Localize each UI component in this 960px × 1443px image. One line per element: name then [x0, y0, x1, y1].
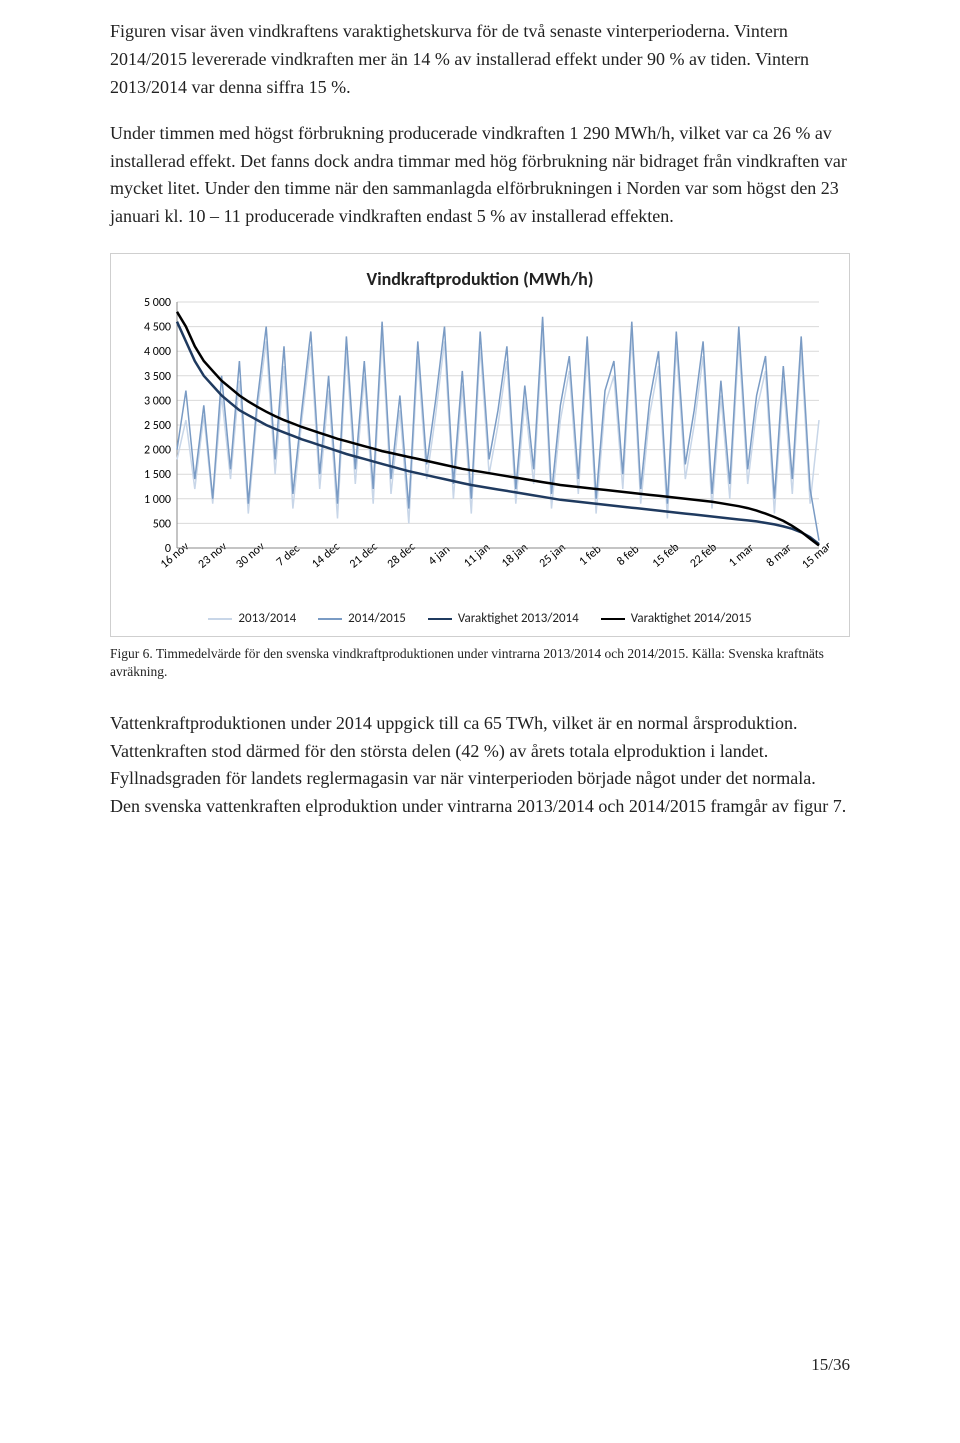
legend-item: 2013/2014: [208, 611, 296, 626]
figure-6-chart: Vindkraftproduktion (MWh/h) 05001 0001 5…: [110, 253, 850, 637]
svg-text:1 feb: 1 feb: [577, 543, 605, 569]
legend-item: Varaktighet 2014/2015: [601, 611, 752, 626]
svg-text:15 mar: 15 mar: [799, 540, 829, 573]
svg-text:3 500: 3 500: [144, 370, 171, 384]
paragraph-1: Figuren visar även vindkraftens varaktig…: [110, 18, 850, 102]
svg-text:2 000: 2 000: [144, 444, 171, 458]
svg-text:1 000: 1 000: [144, 493, 171, 507]
svg-text:22 feb: 22 feb: [688, 541, 720, 571]
svg-text:21 dec: 21 dec: [347, 540, 381, 571]
legend-item: 2014/2015: [318, 611, 406, 626]
legend-swatch: [318, 618, 342, 620]
svg-text:1 mar: 1 mar: [726, 541, 757, 570]
chart-title: Vindkraftproduktion (MWh/h): [129, 268, 831, 290]
svg-text:15 feb: 15 feb: [650, 541, 682, 571]
legend-swatch: [208, 618, 232, 620]
document-page: Figuren visar även vindkraftens varaktig…: [0, 18, 960, 1443]
chart-legend: 2013/2014 2014/2015 Varaktighet 2013/2014 V…: [129, 611, 831, 626]
svg-text:7 dec: 7 dec: [274, 542, 303, 570]
svg-text:11 jan: 11 jan: [461, 541, 493, 571]
legend-swatch: [428, 618, 452, 620]
svg-text:4 500: 4 500: [144, 321, 171, 335]
paragraph-3: Vattenkraftproduktionen under 2014 uppgi…: [110, 710, 850, 822]
svg-text:4 jan: 4 jan: [426, 543, 453, 569]
svg-text:18 jan: 18 jan: [499, 541, 531, 571]
svg-text:4 000: 4 000: [144, 345, 171, 359]
figure-6-caption: Figur 6. Timmedelvärde för den svenska v…: [110, 645, 850, 681]
svg-text:1 500: 1 500: [144, 468, 171, 482]
legend-swatch: [601, 618, 625, 620]
svg-text:5 000: 5 000: [144, 296, 171, 310]
svg-text:30 nov: 30 nov: [234, 540, 269, 572]
legend-label: 2014/2015: [348, 611, 406, 626]
svg-text:25 jan: 25 jan: [537, 541, 569, 571]
svg-text:2 500: 2 500: [144, 419, 171, 433]
chart-svg: 05001 0001 5002 0002 5003 0003 5004 0004…: [129, 296, 829, 596]
svg-text:28 dec: 28 dec: [385, 540, 419, 571]
svg-text:3 000: 3 000: [144, 395, 171, 409]
svg-text:14 dec: 14 dec: [309, 540, 343, 571]
legend-label: 2013/2014: [238, 611, 296, 626]
legend-label: Varaktighet 2013/2014: [458, 611, 579, 626]
paragraph-2: Under timmen med högst förbrukning produ…: [110, 120, 850, 232]
page-number: 15/36: [811, 1355, 850, 1375]
svg-text:23 nov: 23 nov: [196, 540, 231, 572]
legend-item: Varaktighet 2013/2014: [428, 611, 579, 626]
svg-text:16 nov: 16 nov: [158, 540, 193, 572]
svg-text:8 feb: 8 feb: [614, 543, 642, 569]
svg-text:500: 500: [153, 518, 171, 532]
svg-text:8 mar: 8 mar: [764, 541, 795, 570]
legend-label: Varaktighet 2014/2015: [631, 611, 752, 626]
